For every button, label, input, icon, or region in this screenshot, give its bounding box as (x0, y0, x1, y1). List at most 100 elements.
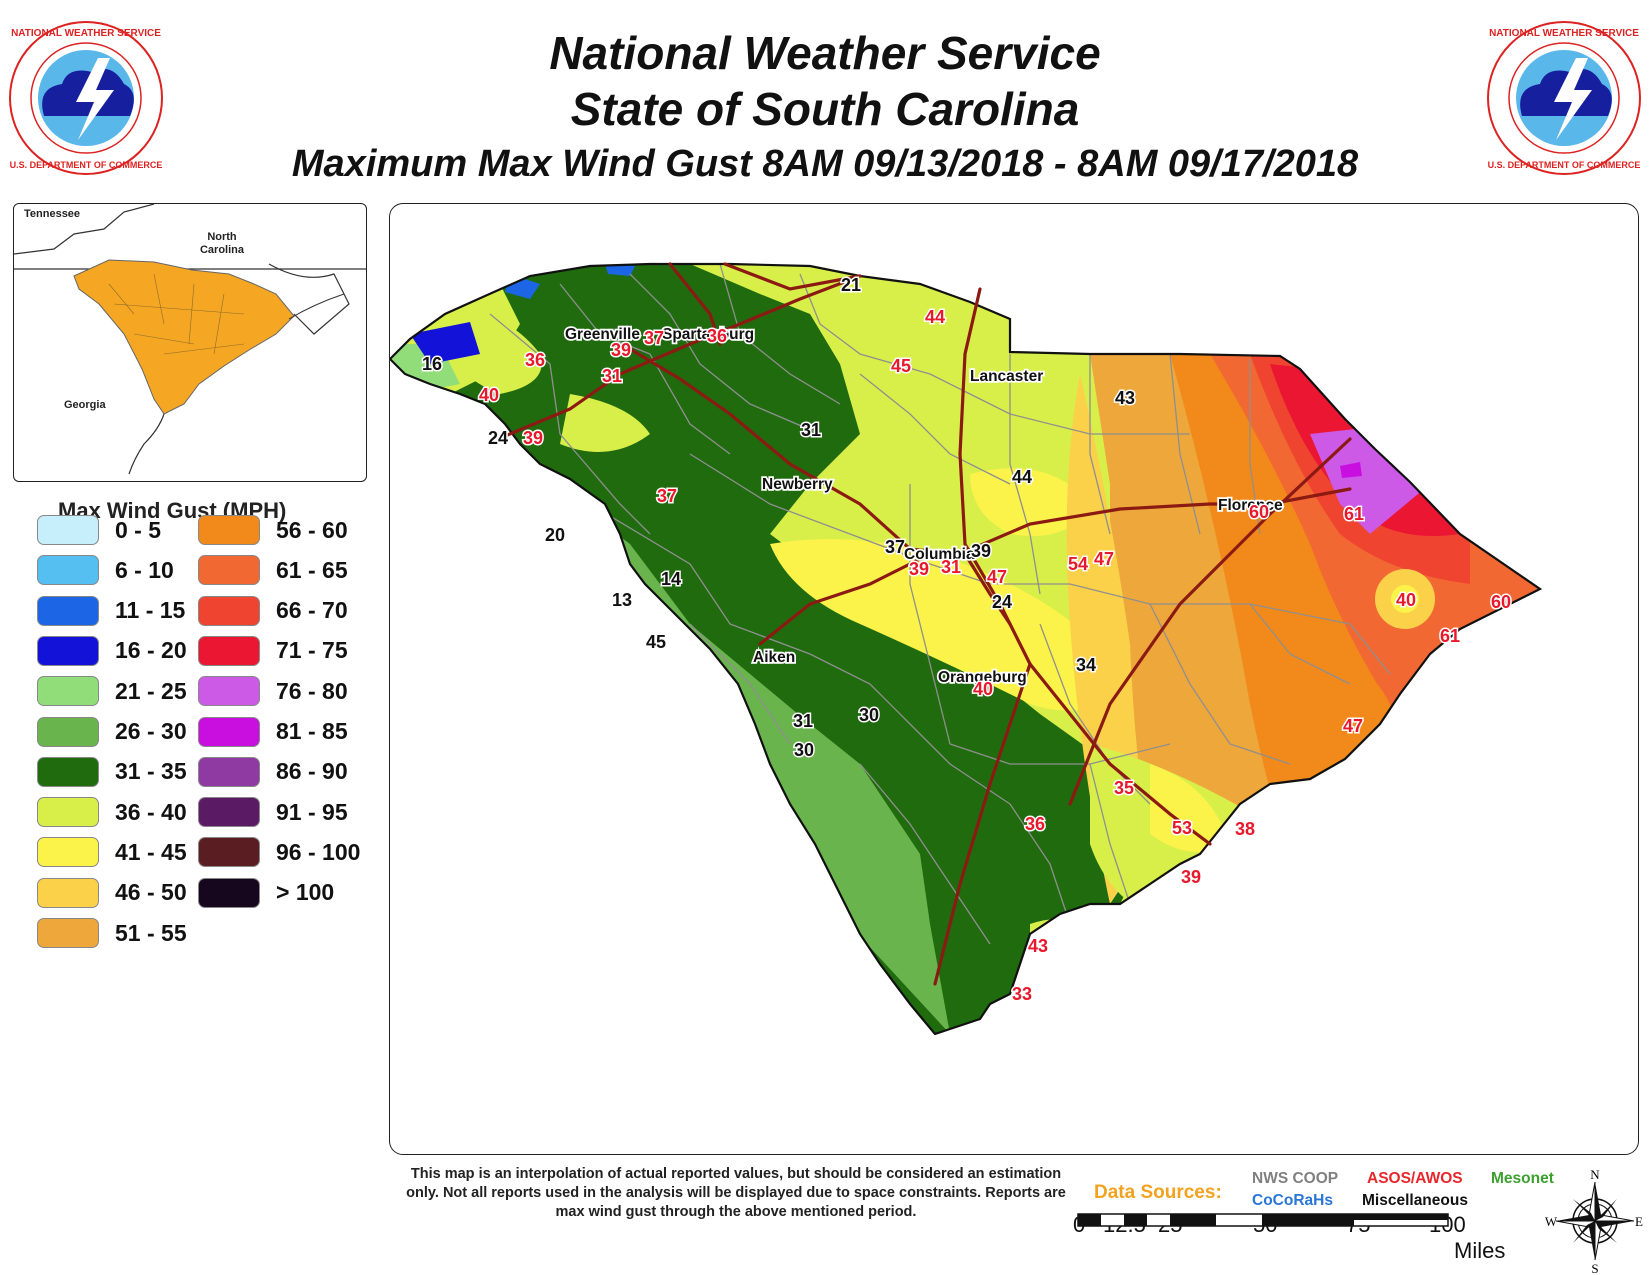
legend-swatch (37, 515, 99, 545)
obs-label: 40 (973, 679, 993, 699)
legend-range-label: 26 - 30 (115, 718, 187, 744)
compass-e-label: E (1635, 1214, 1643, 1229)
obs-label: 60 (1491, 592, 1511, 612)
obs-label: 30 (794, 740, 814, 760)
legend-swatch (198, 676, 260, 707)
legend-item: 86 - 90 (198, 756, 348, 787)
obs-label: 24 (488, 428, 508, 448)
obs-label: 45 (646, 632, 666, 652)
title-line-2: State of South Carolina (570, 83, 1080, 135)
legend-item: 96 - 100 (198, 837, 361, 868)
legend-swatch (198, 756, 260, 787)
legend-item: 41 - 45 (37, 837, 187, 868)
obs-label: 47 (987, 567, 1007, 587)
source-nws-coop: NWS COOP (1252, 1170, 1339, 1187)
obs-label: 44 (1012, 467, 1032, 487)
scale-unit-label: Miles (1454, 1238, 1506, 1263)
scale-bar (1077, 1213, 1449, 1227)
obs-label: 31 (801, 420, 821, 440)
obs-label: 54 (1068, 554, 1088, 574)
legend-range-label: 71 - 75 (276, 637, 348, 664)
obs-label: 36 (707, 326, 727, 346)
legend-item: 66 - 70 (198, 595, 348, 626)
source-miscellaneous: Miscellaneous (1362, 1192, 1468, 1209)
obs-label: 31 (941, 557, 961, 577)
obs-label: 40 (1396, 590, 1416, 610)
legend-item: 76 - 80 (198, 676, 348, 707)
obs-label: 47 (1343, 716, 1363, 736)
svg-text:NATIONAL WEATHER SERVICE: NATIONAL WEATHER SERVICE (1489, 28, 1639, 39)
legend-swatch (198, 797, 260, 828)
obs-label: 39 (611, 340, 631, 360)
legend-item: 11 - 15 (37, 595, 186, 626)
map-subtitle: Maximum Max Wind Gust 8AM 09/13/2018 - 8… (291, 143, 1359, 185)
obs-label: 33 (1012, 984, 1032, 1004)
legend-range-label: 96 - 100 (276, 838, 361, 865)
obs-label: 47 (1094, 549, 1114, 569)
inset-label-tennessee: Tennessee (24, 208, 81, 220)
obs-label: 37 (657, 486, 677, 506)
legend-swatch (198, 515, 260, 545)
legend-item: 21 - 25 (37, 676, 187, 707)
obs-label: 35 (1114, 778, 1134, 798)
obs-label: 34 (1076, 655, 1096, 675)
obs-label: 13 (612, 590, 632, 610)
legend-range-label: 11 - 15 (115, 597, 186, 624)
city-label-columbia: Columbia (904, 546, 975, 563)
legend-range-label: > 100 (276, 879, 335, 906)
obs-label: 40 (479, 385, 499, 405)
obs-label: 36 (1025, 814, 1045, 834)
source-asos-awos: ASOS/AWOS (1367, 1170, 1463, 1187)
obs-label: 39 (1181, 867, 1201, 887)
legend-item: 56 - 60 (198, 515, 348, 545)
obs-label: 14 (661, 569, 681, 589)
legend-swatch (37, 635, 99, 666)
obs-label: 20 (545, 525, 565, 545)
south-carolina-wind-gust-map: Greenville Spartanburg Lancaster Newberr… (390, 262, 1543, 1036)
city-label-newberry: Newberry (762, 476, 833, 493)
legend-swatch (37, 877, 99, 908)
locator-inset-map: Tennessee North Carolina Georgia (13, 203, 367, 482)
legend-range-label: 21 - 25 (115, 677, 187, 704)
obs-label: 37 (885, 537, 905, 557)
legend-range-label: 81 - 85 (276, 718, 348, 744)
legend-range-label: 76 - 80 (276, 677, 348, 704)
legend-swatch (37, 555, 99, 586)
legend-swatch (37, 756, 99, 787)
city-label-orangeburg: Orangeburg (938, 669, 1027, 686)
legend-item: 36 - 40 (37, 797, 187, 828)
legend-item: 81 - 85 (198, 716, 348, 747)
legend-swatch (198, 877, 260, 908)
city-label-lancaster: Lancaster (970, 368, 1043, 385)
city-label-spartanburg: Spartanburg (662, 326, 754, 343)
obs-label: 16 (422, 354, 442, 374)
obs-label: 43 (1115, 388, 1135, 408)
title-line-1: National Weather Service (549, 27, 1101, 79)
city-label-greenville: Greenville (565, 326, 640, 343)
source-mesonet: Mesonet (1491, 1170, 1554, 1187)
nws-seal-logo: NATIONAL WEATHER SERVICE U.S. DEPARTMENT… (9, 21, 163, 175)
nws-seal-logo: NATIONAL WEATHER SERVICE U.S. DEPARTMENT… (1487, 21, 1641, 175)
legend-range-label: 51 - 55 (115, 919, 187, 946)
data-sources-label: Data Sources: (1094, 1182, 1222, 1203)
legend-item: 6 - 10 (37, 555, 174, 586)
legend-swatch (198, 595, 260, 626)
legend-item: 51 - 55 (37, 918, 187, 948)
locator-map-drawing (14, 204, 366, 475)
legend-swatch (37, 797, 99, 828)
legend-item: 31 - 35 (37, 756, 187, 787)
obs-label: 61 (1344, 504, 1364, 524)
compass-s-label: S (1591, 1261, 1598, 1274)
legend-range-label: 41 - 45 (115, 838, 187, 865)
obs-label: 39 (523, 428, 543, 448)
obs-label: 44 (925, 307, 945, 327)
obs-label: 31 (793, 711, 813, 731)
legend-item: 61 - 65 (198, 555, 348, 586)
legend-swatch (37, 595, 99, 626)
legend-range-label: 16 - 20 (115, 637, 187, 664)
legend-range-label: 36 - 40 (115, 798, 187, 825)
inset-label-north-carolina: North Carolina (199, 231, 244, 256)
disclaimer-note: This map is an interpolation of actual r… (406, 1166, 1066, 1220)
obs-label: 21 (841, 275, 861, 295)
obs-label: 36 (525, 350, 545, 370)
